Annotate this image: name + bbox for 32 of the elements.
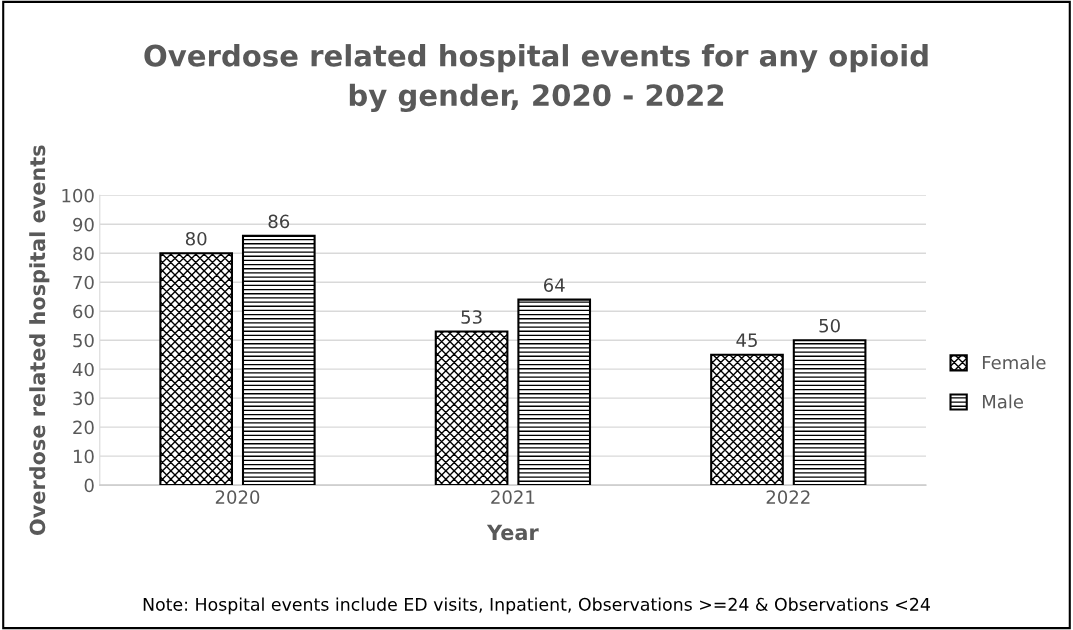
text: Note: Hospital events include ED visits, Inpatient, Observations >=24 & Observations <24 xyxy=(143,597,930,615)
y-tick-label: 100 xyxy=(62,188,94,203)
chart-title: Overdose related hospital events for any opioid by gender, 2020 - 2022 xyxy=(144,44,928,113)
data-label: 80 xyxy=(185,231,207,246)
bar xyxy=(710,353,784,486)
y-tick-label: 90 xyxy=(73,217,94,232)
y-tick-label: 30 xyxy=(73,391,94,406)
bar xyxy=(241,234,316,486)
y-tick-label: 10 xyxy=(73,449,94,464)
data-label: 53 xyxy=(461,310,482,324)
y-tick-label: 50 xyxy=(73,333,94,348)
data-label: 45 xyxy=(736,333,757,348)
bar xyxy=(517,298,592,486)
y-tick-label: 40 xyxy=(72,362,94,377)
bar xyxy=(792,339,867,486)
y-tick-label: 0 xyxy=(84,478,94,493)
y-axis-title: Overdose related hospital events xyxy=(29,145,50,535)
bar xyxy=(434,330,509,486)
y-tick-label: 80 xyxy=(73,246,94,261)
x-tick-label: 2021 xyxy=(491,490,535,504)
legend-label: Male xyxy=(982,394,1024,409)
data-label: 64 xyxy=(543,278,565,292)
x-tick-label: 2020 xyxy=(215,490,260,504)
data-label: 50 xyxy=(819,318,840,333)
legend-label: Female xyxy=(982,355,1046,370)
x-tick-label: 2022 xyxy=(766,490,810,504)
y-tick-label: 60 xyxy=(73,304,94,319)
y-tick-label: 20 xyxy=(73,420,94,435)
data-label: 86 xyxy=(268,214,290,229)
bar xyxy=(159,252,234,486)
x-axis-title: Year xyxy=(486,524,539,541)
y-tick-label: 70 xyxy=(73,275,94,290)
